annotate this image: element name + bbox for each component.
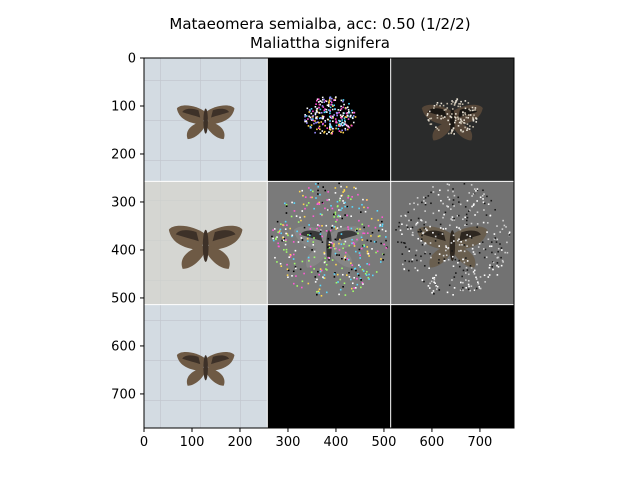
x-tick-label: 100 (180, 435, 205, 450)
saliency-map-sparse-1 (267, 58, 391, 182)
y-tick-label: 100 (111, 99, 136, 114)
original-specimen-3 (144, 304, 268, 428)
x-tick-label: 600 (420, 435, 445, 450)
empty-panel-2 (390, 304, 514, 428)
y-axis: 0 100 200 300 400 500 600 700 (111, 52, 144, 402)
x-tick-label: 400 (324, 435, 349, 450)
x-tick-label: 700 (468, 435, 493, 450)
x-tick-label: 0 (140, 435, 148, 450)
y-tick-label: 200 (111, 147, 136, 162)
title-line-2: Maliattha signifera (250, 34, 390, 52)
x-tick-label: 300 (276, 435, 301, 450)
original-specimen-1 (144, 58, 268, 182)
image-grid (144, 58, 514, 428)
masked-overlay-1 (390, 58, 514, 182)
y-tick-label: 400 (111, 243, 136, 258)
y-tick-label: 0 (128, 52, 136, 67)
figure-title: Mataeomera semialba, acc: 0.50 (1/2/2) M… (0, 15, 640, 53)
axes-frame (143, 57, 515, 429)
y-tick-label: 700 (111, 387, 136, 402)
y-tick-label: 500 (111, 291, 136, 306)
saliency-map-gray-2 (267, 181, 391, 305)
x-axis: 0 100 200 300 400 500 600 700 (140, 428, 492, 450)
original-specimen-2 (144, 181, 268, 305)
y-tick-label: 600 (111, 339, 136, 354)
empty-panel-1 (267, 304, 391, 428)
x-tick-label: 200 (228, 435, 253, 450)
title-line-1: Mataeomera semialba, acc: 0.50 (1/2/2) (169, 15, 471, 33)
x-tick-label: 500 (372, 435, 397, 450)
masked-overlay-2 (390, 181, 514, 305)
y-tick-label: 300 (111, 195, 136, 210)
